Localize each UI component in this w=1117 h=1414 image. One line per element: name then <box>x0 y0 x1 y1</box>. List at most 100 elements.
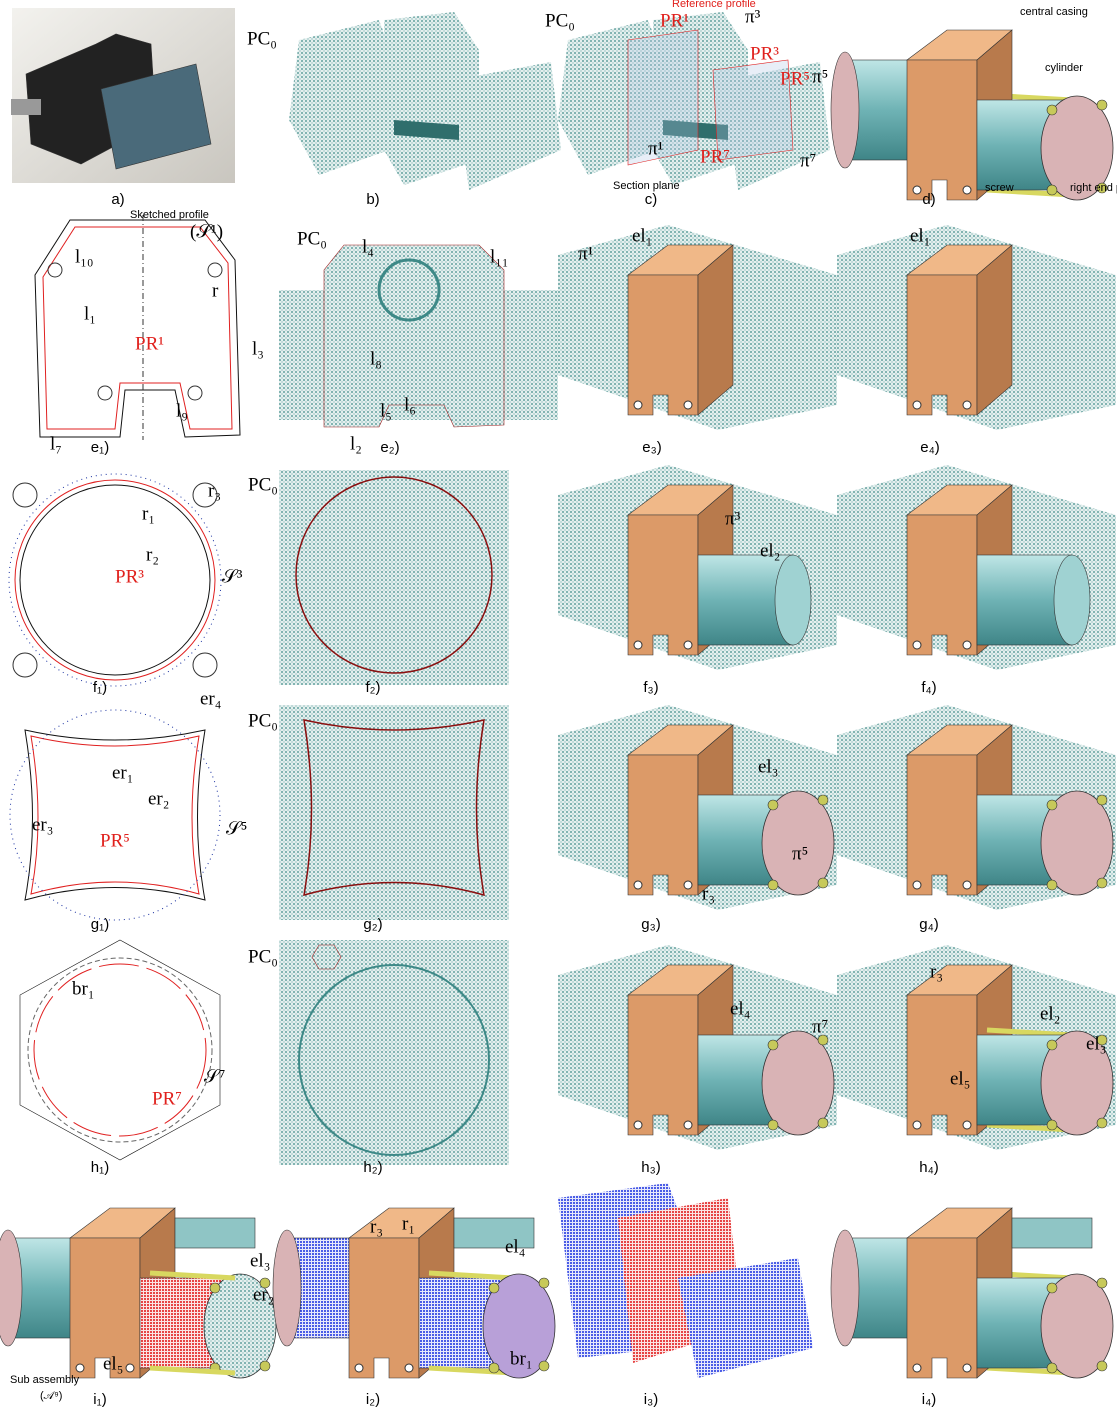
panel <box>34 215 241 440</box>
casing-side <box>697 244 734 416</box>
label: cylinder <box>1045 62 1083 74</box>
panel <box>837 945 1116 1150</box>
label: er₄ <box>200 688 221 709</box>
screw <box>986 1027 1073 1038</box>
bolt <box>1096 1360 1108 1372</box>
panel-caption: h₂) <box>363 1159 382 1176</box>
label: l₈ <box>370 348 382 369</box>
bolt <box>259 1360 271 1372</box>
panel-caption: f₄) <box>921 679 936 696</box>
point-cloud <box>723 62 830 190</box>
point-cloud <box>653 12 748 185</box>
panel-caption: b) <box>366 191 379 208</box>
label: PR¹ <box>660 10 689 31</box>
label: PR³ <box>750 43 779 64</box>
end-part <box>1040 1273 1114 1379</box>
hole <box>633 1120 643 1130</box>
sketch <box>30 735 200 895</box>
label: central casing <box>1020 6 1088 18</box>
point-cloud <box>394 120 459 140</box>
hole <box>683 640 693 650</box>
hole <box>912 1120 922 1130</box>
label: π³ <box>725 508 741 529</box>
bolt <box>1046 1039 1058 1051</box>
label: el₃ <box>250 1250 270 1271</box>
panel-caption: g₃) <box>641 916 660 933</box>
bolt <box>1096 1277 1108 1289</box>
label: screw <box>985 182 1014 194</box>
casing-front <box>906 59 978 201</box>
panel <box>558 705 837 910</box>
casing-front <box>627 514 699 656</box>
label: el₃ <box>1086 1033 1106 1054</box>
label: Sub assembly <box>10 1374 80 1386</box>
screw <box>428 1365 515 1376</box>
hole <box>683 400 693 410</box>
label: el₂ <box>760 540 780 561</box>
label: l₅ <box>380 400 392 421</box>
hole <box>633 640 643 650</box>
panel-caption: h₁) <box>91 1159 109 1176</box>
casing-front <box>348 1237 420 1379</box>
label: el₅ <box>103 1353 123 1374</box>
end-part <box>1040 95 1114 201</box>
label: PC₀ <box>247 28 277 49</box>
label: l₃ <box>252 338 264 359</box>
actuator-shaft <box>11 99 41 115</box>
hole <box>683 1120 693 1130</box>
screw <box>149 1270 236 1281</box>
label: br₁ <box>510 1348 532 1369</box>
label: l₂ <box>350 433 362 454</box>
bolt <box>817 794 829 806</box>
bolt <box>1046 879 1058 891</box>
label: el₄ <box>505 1236 525 1257</box>
label: br₁ <box>72 978 94 999</box>
label: l₁ <box>84 303 96 324</box>
label: el₅ <box>950 1068 970 1089</box>
bolt <box>767 1119 779 1131</box>
label: Sketched profile <box>130 209 209 221</box>
label: er₂ <box>253 1284 274 1305</box>
cylinder-end <box>1053 554 1091 646</box>
hole <box>633 400 643 410</box>
bolt <box>538 1277 550 1289</box>
panel <box>289 12 561 190</box>
label: l₁₁ <box>490 246 509 267</box>
hole <box>912 640 922 650</box>
panel <box>558 465 837 670</box>
label: l₆ <box>404 394 416 415</box>
hole <box>962 1363 972 1373</box>
panel <box>9 709 221 921</box>
panel-caption: e₄) <box>920 439 939 456</box>
panel <box>558 1183 813 1378</box>
panel <box>830 1207 1114 1379</box>
bolt <box>259 1277 271 1289</box>
label: PC₀ <box>297 228 327 249</box>
hole <box>404 1363 414 1373</box>
shaft <box>174 1217 256 1249</box>
panel <box>837 705 1116 910</box>
label: r <box>212 280 219 301</box>
bolt <box>1096 1034 1108 1046</box>
label: el₃ <box>758 756 778 777</box>
hole <box>47 262 63 278</box>
panel-caption: i₄) <box>922 1391 936 1408</box>
casing-front <box>627 274 699 416</box>
bolt <box>1046 1362 1058 1374</box>
label: PR⁵ <box>780 68 810 89</box>
bolt <box>1046 184 1058 196</box>
hole <box>97 385 113 401</box>
hole <box>633 880 643 890</box>
panel <box>19 939 221 1161</box>
actuator-cylinder <box>100 63 212 170</box>
shaft <box>1011 1217 1093 1249</box>
panel-caption: a) <box>111 191 124 208</box>
panel <box>279 705 509 920</box>
hexagon <box>19 939 221 1161</box>
label: 𝒮⁷ <box>204 1066 225 1087</box>
hole <box>187 385 203 401</box>
panel <box>558 945 837 1150</box>
label: r₃ <box>930 961 943 982</box>
casing-front <box>906 514 978 656</box>
label: r₁ <box>402 1213 415 1234</box>
